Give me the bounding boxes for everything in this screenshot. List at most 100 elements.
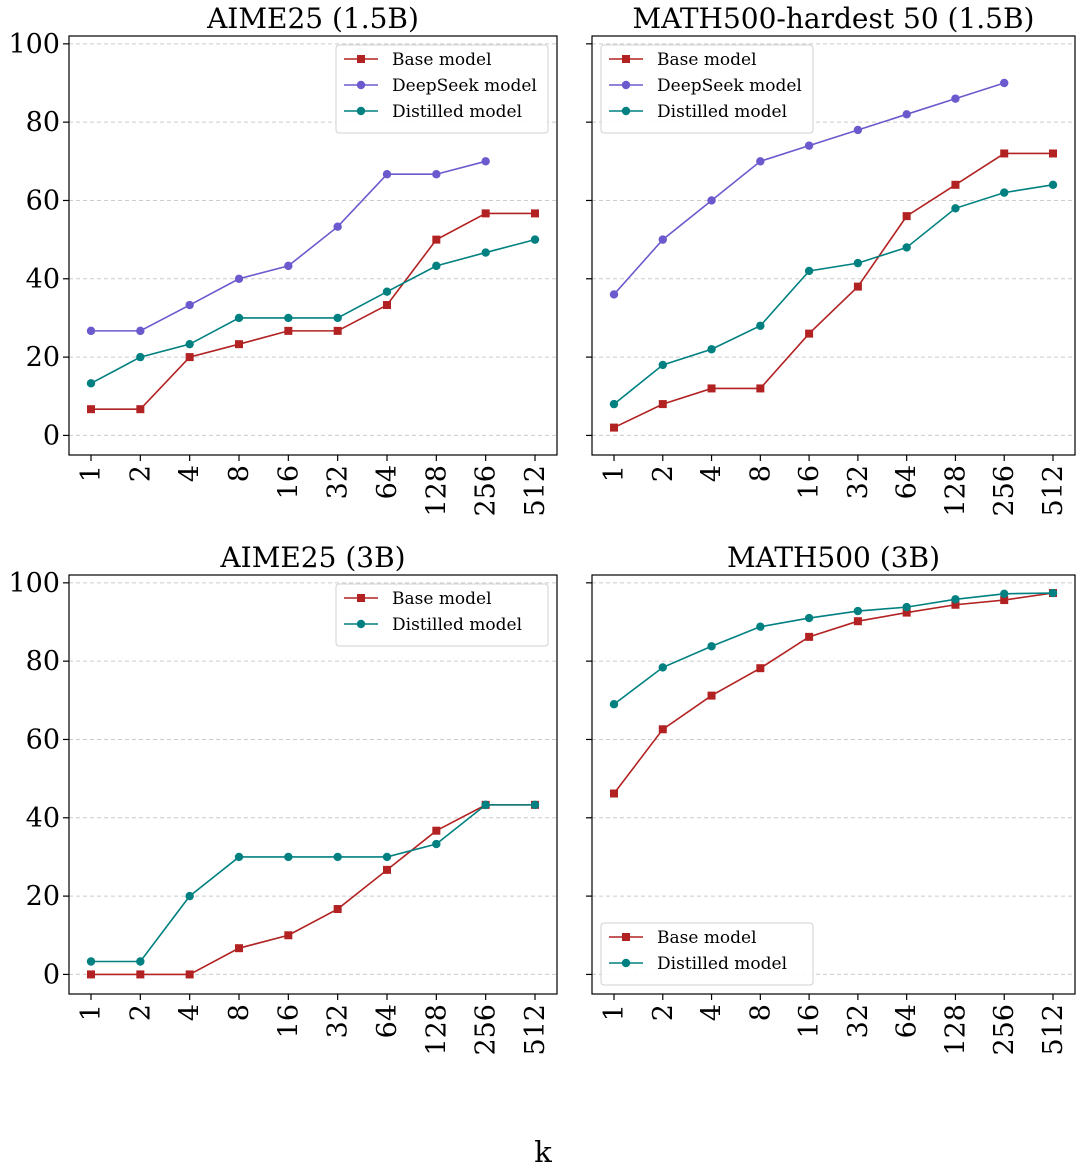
data-point — [481, 157, 490, 166]
data-point — [235, 340, 243, 349]
x-tick-label: 128 — [940, 1004, 971, 1056]
data-point — [1000, 589, 1009, 598]
series-base-model — [610, 149, 1057, 432]
legend-label: Base model — [657, 50, 757, 70]
y-tick-label: 0 — [43, 959, 60, 990]
x-tick-label: 8 — [224, 465, 255, 482]
data-point — [804, 266, 814, 276]
series-line — [91, 804, 535, 976]
data-point — [658, 400, 667, 409]
data-point — [185, 339, 194, 349]
data-point — [707, 384, 716, 393]
x-tick-label: 4 — [697, 465, 728, 482]
data-point — [951, 204, 960, 213]
data-point — [853, 258, 863, 268]
legend-label: DeepSeek model — [392, 76, 537, 96]
y-tick-label: 100 — [8, 568, 60, 599]
legend-box — [600, 44, 814, 134]
series-line — [91, 804, 535, 963]
data-point — [284, 852, 293, 862]
data-point — [531, 209, 539, 218]
series-line — [90, 238, 536, 385]
data-point — [1048, 180, 1058, 190]
x-tick-label: 64 — [372, 1004, 403, 1038]
data-point — [481, 209, 490, 218]
data-point — [853, 125, 863, 135]
y-tick-label: 20 — [26, 881, 60, 912]
data-point — [902, 110, 911, 119]
legend-label: Distilled model — [657, 102, 787, 122]
legend: Base model DeepSeek model Distilled model — [335, 44, 549, 134]
data-point — [136, 352, 145, 362]
data-point — [609, 290, 619, 299]
x-tick-label: 16 — [794, 465, 825, 499]
x-tick-label: 256 — [989, 1004, 1020, 1056]
data-point — [756, 664, 765, 673]
x-tick-label: 1 — [76, 1004, 107, 1021]
data-point — [284, 931, 293, 940]
data-point — [805, 329, 814, 338]
legend-box — [335, 583, 549, 647]
data-point — [902, 608, 911, 617]
legend-box — [600, 922, 814, 986]
data-point — [609, 700, 619, 709]
data-point — [86, 957, 96, 966]
series-base-model — [610, 589, 1057, 798]
data-point — [333, 852, 342, 862]
data-point — [707, 642, 716, 651]
data-point — [805, 632, 814, 641]
chart-title: MATH500-hardest 50 (1.5B) — [633, 2, 1035, 35]
x-tick-label: 2 — [648, 1004, 679, 1021]
legend: Base model Distilled model — [600, 922, 814, 986]
legend-marker — [356, 619, 366, 629]
data-point — [707, 691, 716, 700]
legend: Base model Distilled model — [335, 583, 549, 647]
series-line — [613, 592, 1054, 794]
x-tick-label: 2 — [125, 1004, 156, 1021]
legend-label: Base model — [392, 50, 492, 70]
data-point — [333, 222, 342, 231]
data-point — [383, 865, 391, 874]
series-base-model — [87, 209, 539, 414]
data-point — [951, 600, 960, 609]
data-point — [1049, 149, 1057, 158]
x-tick-label: 2 — [125, 465, 156, 482]
x-tick-label: 64 — [892, 465, 923, 499]
data-point — [658, 360, 667, 370]
x-tick-label: 32 — [323, 465, 354, 499]
x-tick-label: 512 — [1038, 1004, 1069, 1056]
data-point — [432, 826, 441, 835]
y-tick-label: 80 — [26, 107, 60, 138]
data-point — [86, 379, 96, 388]
x-tick-label: 2 — [648, 465, 679, 482]
x-axis-label: k — [534, 1135, 552, 1169]
data-point — [382, 170, 392, 179]
data-point — [86, 326, 96, 336]
legend-marker — [621, 958, 631, 968]
data-point — [1000, 78, 1009, 88]
data-point — [284, 313, 293, 323]
data-point — [185, 353, 194, 362]
data-point — [87, 970, 95, 979]
x-tick-label: 512 — [1038, 465, 1069, 517]
data-point — [1000, 188, 1009, 197]
series-line — [91, 160, 486, 332]
series-line — [91, 212, 535, 410]
legend: Base model DeepSeek model Distilled model — [600, 44, 814, 134]
data-point — [1000, 596, 1009, 605]
x-tick-label: 16 — [273, 465, 304, 499]
x-tick-label: 1 — [76, 465, 107, 482]
x-tick-label: 32 — [323, 1004, 354, 1038]
data-point — [481, 248, 490, 257]
legend-label: DeepSeek model — [657, 76, 802, 96]
legend-marker — [357, 594, 365, 602]
x-tick-label: 32 — [843, 1004, 874, 1038]
y-tick-label: 20 — [26, 342, 60, 373]
x-tick-label: 256 — [471, 465, 502, 517]
data-point — [136, 970, 145, 979]
y-tick-label: 0 — [43, 420, 60, 451]
data-point — [610, 789, 618, 798]
y-tick-label: 80 — [26, 646, 60, 677]
legend-marker — [356, 106, 366, 116]
x-tick-label: 256 — [471, 1004, 502, 1056]
